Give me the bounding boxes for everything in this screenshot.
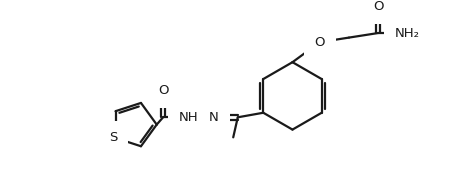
Text: O: O [373,0,383,13]
Text: N: N [209,111,219,124]
Text: O: O [158,84,169,97]
Text: NH₂: NH₂ [395,27,420,39]
Text: NH: NH [179,111,198,124]
Text: S: S [110,131,118,145]
Text: O: O [314,36,325,49]
